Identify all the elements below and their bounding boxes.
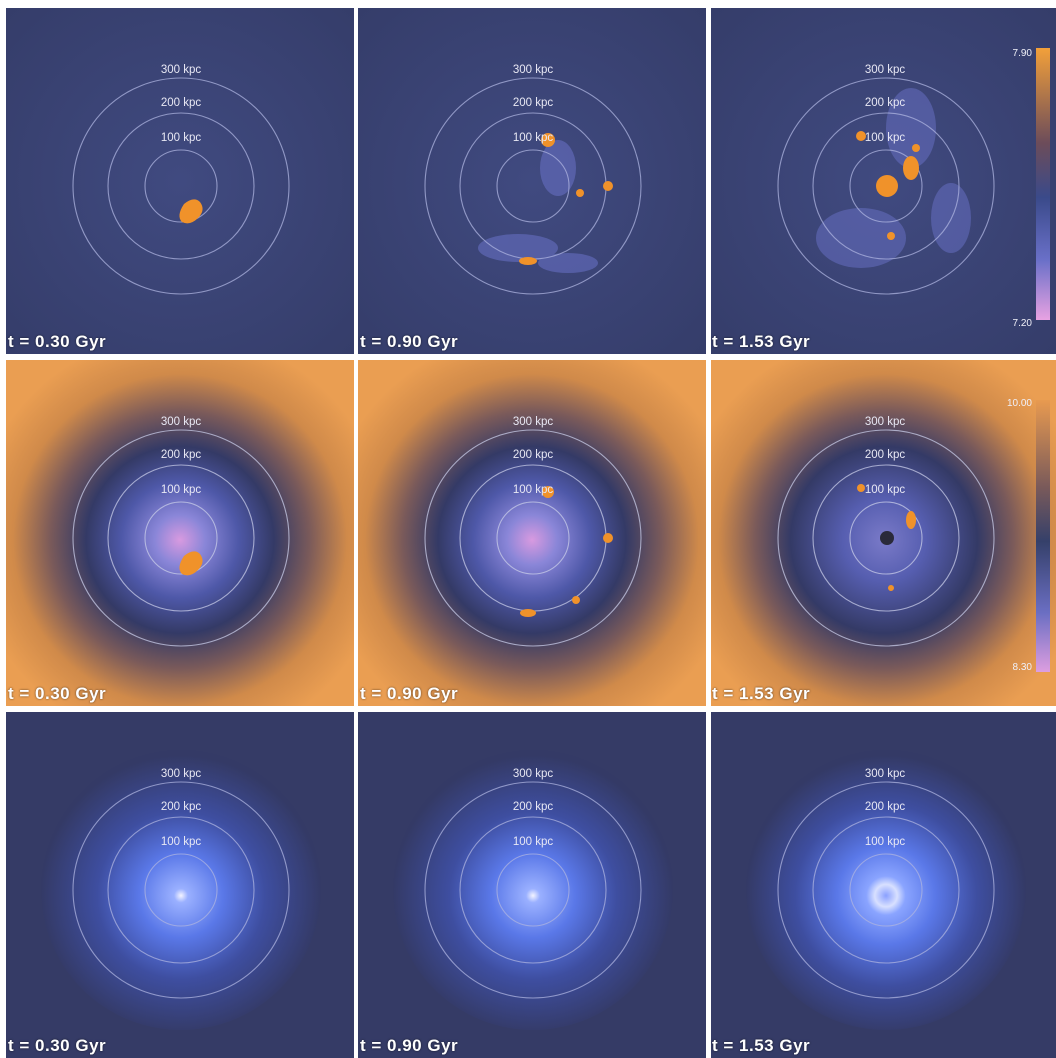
panel-r3-c3: 300 kpc 200 kpc 100 kpc t = 1.53 Gyr (710, 712, 1056, 1058)
ring-label-200: 200 kpc (864, 449, 906, 461)
ring-label-200: 200 kpc (160, 801, 202, 813)
ring-label-100: 100 kpc (512, 132, 554, 144)
panel-r1-c3: 300 kpc 200 kpc 100 kpc t = 1.53 Gyr 7.9… (710, 8, 1056, 354)
xray-map (711, 712, 1056, 1058)
ring-label-200: 200 kpc (864, 97, 906, 109)
ring-label-100: 100 kpc (864, 484, 906, 496)
xray-map (6, 712, 354, 1058)
colorbar-min-label: 8.30 (1012, 662, 1032, 673)
colorbar-row2 (1036, 400, 1050, 672)
ring-label-300: 300 kpc (160, 64, 202, 76)
ring-label-100: 100 kpc (864, 132, 906, 144)
time-label: t = 1.53 Gyr (712, 684, 811, 703)
colorbar-max-label: 7.90 (1012, 48, 1032, 59)
ring-label-300: 300 kpc (512, 416, 554, 428)
ring-label-200: 200 kpc (512, 97, 554, 109)
temperature-map (358, 360, 706, 706)
ring-label-300: 300 kpc (160, 768, 202, 780)
time-label: t = 0.30 Gyr (8, 332, 107, 351)
ring-label-200: 200 kpc (160, 97, 202, 109)
figure-grid: 300 kpc 200 kpc 100 kpc t = 0.30 Gyr 300… (6, 8, 1056, 1058)
colorbar-row1 (1036, 48, 1050, 320)
ring-label-100: 100 kpc (512, 836, 554, 848)
panel-r1-c1: 300 kpc 200 kpc 100 kpc t = 0.30 Gyr (6, 8, 354, 354)
ring-label-200: 200 kpc (160, 449, 202, 461)
ring-label-100: 100 kpc (160, 836, 202, 848)
ring-label-200: 200 kpc (864, 801, 906, 813)
ring-label-300: 300 kpc (160, 416, 202, 428)
time-label: t = 0.30 Gyr (8, 1036, 107, 1055)
panel-r3-c1: 300 kpc 200 kpc 100 kpc t = 0.30 Gyr (6, 712, 354, 1058)
ring-label-100: 100 kpc (864, 836, 906, 848)
time-label: t = 0.90 Gyr (360, 684, 459, 703)
panel-r2-c1: 300 kpc 200 kpc 100 kpc t = 0.30 Gyr (6, 360, 354, 706)
density-map (711, 8, 1056, 354)
ring-label-300: 300 kpc (864, 768, 906, 780)
density-map (6, 8, 354, 354)
time-label: t = 0.90 Gyr (360, 1036, 459, 1055)
time-label: t = 1.53 Gyr (712, 332, 811, 351)
time-label: t = 0.90 Gyr (360, 332, 459, 351)
temperature-map (6, 360, 354, 706)
density-map (358, 8, 706, 354)
panel-r3-c2: 300 kpc 200 kpc 100 kpc t = 0.90 Gyr (358, 712, 706, 1058)
ring-label-300: 300 kpc (864, 64, 906, 76)
ring-label-100: 100 kpc (160, 132, 202, 144)
time-label: t = 0.30 Gyr (8, 684, 107, 703)
colorbar-max-label: 10.00 (1006, 398, 1032, 409)
panel-r2-c2: 300 kpc 200 kpc 100 kpc t = 0.90 Gyr (358, 360, 706, 706)
ring-label-100: 100 kpc (160, 484, 202, 496)
temperature-map (711, 360, 1056, 706)
ring-label-200: 200 kpc (512, 449, 554, 461)
panel-r2-c3: 300 kpc 200 kpc 100 kpc t = 1.53 Gyr 10.… (710, 360, 1056, 706)
xray-map (358, 712, 706, 1058)
ring-label-300: 300 kpc (512, 768, 554, 780)
ring-label-300: 300 kpc (512, 64, 554, 76)
colorbar-min-label: 7.20 (1012, 318, 1032, 329)
ring-label-300: 300 kpc (864, 416, 906, 428)
ring-label-200: 200 kpc (512, 801, 554, 813)
panel-r1-c2: 300 kpc 200 kpc 100 kpc t = 0.90 Gyr (358, 8, 706, 354)
time-label: t = 1.53 Gyr (712, 1036, 811, 1055)
ring-label-100: 100 kpc (512, 484, 554, 496)
